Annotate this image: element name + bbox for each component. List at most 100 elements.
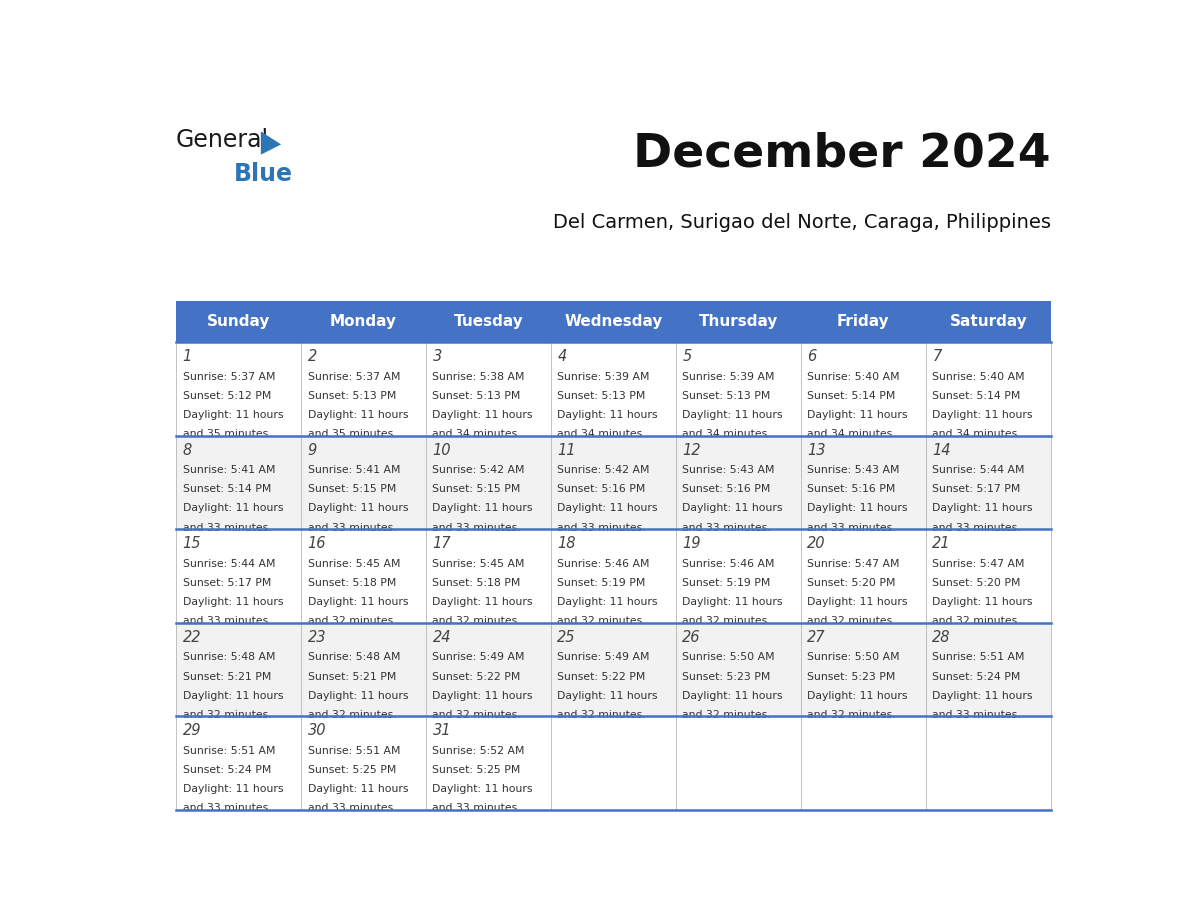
Text: and 32 minutes.: and 32 minutes. — [808, 616, 896, 626]
Text: and 33 minutes.: and 33 minutes. — [432, 803, 522, 813]
Text: and 34 minutes.: and 34 minutes. — [557, 429, 646, 439]
Text: Daylight: 11 hours: Daylight: 11 hours — [808, 409, 908, 420]
Text: and 32 minutes.: and 32 minutes. — [308, 616, 396, 626]
Text: Daylight: 11 hours: Daylight: 11 hours — [557, 409, 658, 420]
Text: Sunrise: 5:52 AM: Sunrise: 5:52 AM — [432, 746, 525, 756]
Text: 14: 14 — [933, 442, 950, 458]
Text: Daylight: 11 hours: Daylight: 11 hours — [432, 409, 533, 420]
Text: Sunset: 5:18 PM: Sunset: 5:18 PM — [432, 578, 520, 588]
Text: Sunrise: 5:41 AM: Sunrise: 5:41 AM — [308, 465, 400, 476]
Text: and 33 minutes.: and 33 minutes. — [432, 522, 522, 532]
Text: and 33 minutes.: and 33 minutes. — [682, 522, 771, 532]
Text: 7: 7 — [933, 349, 942, 364]
Text: Daylight: 11 hours: Daylight: 11 hours — [933, 597, 1032, 607]
Text: Sunrise: 5:51 AM: Sunrise: 5:51 AM — [933, 653, 1025, 663]
Text: Sunset: 5:14 PM: Sunset: 5:14 PM — [808, 391, 896, 401]
Text: Sunrise: 5:44 AM: Sunrise: 5:44 AM — [183, 559, 276, 569]
Text: Daylight: 11 hours: Daylight: 11 hours — [183, 503, 283, 513]
Text: Sunset: 5:17 PM: Sunset: 5:17 PM — [183, 578, 271, 588]
Text: Daylight: 11 hours: Daylight: 11 hours — [933, 503, 1032, 513]
Text: December 2024: December 2024 — [633, 131, 1051, 176]
Text: Daylight: 11 hours: Daylight: 11 hours — [432, 597, 533, 607]
Text: Sunset: 5:16 PM: Sunset: 5:16 PM — [557, 485, 646, 495]
Text: Sunrise: 5:38 AM: Sunrise: 5:38 AM — [432, 372, 525, 382]
Text: 21: 21 — [933, 536, 950, 551]
Text: Daylight: 11 hours: Daylight: 11 hours — [682, 503, 783, 513]
Text: and 34 minutes.: and 34 minutes. — [808, 429, 896, 439]
Text: 5: 5 — [682, 349, 691, 364]
Text: Sunset: 5:14 PM: Sunset: 5:14 PM — [933, 391, 1020, 401]
Text: 13: 13 — [808, 442, 826, 458]
Text: General: General — [176, 128, 270, 151]
Text: and 33 minutes.: and 33 minutes. — [557, 522, 646, 532]
Text: and 34 minutes.: and 34 minutes. — [432, 429, 522, 439]
Text: Sunrise: 5:45 AM: Sunrise: 5:45 AM — [308, 559, 400, 569]
Text: Sunrise: 5:41 AM: Sunrise: 5:41 AM — [183, 465, 276, 476]
Text: 26: 26 — [682, 630, 701, 644]
Text: and 32 minutes.: and 32 minutes. — [557, 616, 646, 626]
Text: Sunrise: 5:42 AM: Sunrise: 5:42 AM — [557, 465, 650, 476]
Text: Sunset: 5:16 PM: Sunset: 5:16 PM — [682, 485, 771, 495]
Text: and 32 minutes.: and 32 minutes. — [308, 710, 396, 720]
Text: Sunrise: 5:37 AM: Sunrise: 5:37 AM — [183, 372, 276, 382]
Text: Sunrise: 5:51 AM: Sunrise: 5:51 AM — [308, 746, 400, 756]
Bar — [176, 622, 1051, 716]
Text: and 32 minutes.: and 32 minutes. — [432, 616, 522, 626]
Text: Daylight: 11 hours: Daylight: 11 hours — [557, 597, 658, 607]
Text: 2: 2 — [308, 349, 317, 364]
Text: 23: 23 — [308, 630, 326, 644]
Text: Sunset: 5:14 PM: Sunset: 5:14 PM — [183, 485, 271, 495]
Text: 1: 1 — [183, 349, 191, 364]
Text: Sunrise: 5:47 AM: Sunrise: 5:47 AM — [808, 559, 899, 569]
Text: Daylight: 11 hours: Daylight: 11 hours — [808, 690, 908, 700]
Text: Saturday: Saturday — [949, 314, 1028, 329]
Text: and 34 minutes.: and 34 minutes. — [682, 429, 771, 439]
Text: Sunset: 5:24 PM: Sunset: 5:24 PM — [933, 672, 1020, 681]
Text: and 33 minutes.: and 33 minutes. — [308, 522, 396, 532]
Text: Daylight: 11 hours: Daylight: 11 hours — [682, 690, 783, 700]
Text: 6: 6 — [808, 349, 816, 364]
Text: 8: 8 — [183, 442, 191, 458]
Text: Sunrise: 5:39 AM: Sunrise: 5:39 AM — [557, 372, 650, 382]
Text: Sunrise: 5:48 AM: Sunrise: 5:48 AM — [183, 653, 276, 663]
Text: Sunrise: 5:46 AM: Sunrise: 5:46 AM — [557, 559, 650, 569]
Text: Daylight: 11 hours: Daylight: 11 hours — [183, 597, 283, 607]
Text: Sunset: 5:13 PM: Sunset: 5:13 PM — [432, 391, 520, 401]
Text: and 33 minutes.: and 33 minutes. — [308, 803, 396, 813]
Text: Daylight: 11 hours: Daylight: 11 hours — [183, 690, 283, 700]
Text: 10: 10 — [432, 442, 451, 458]
Text: Sunset: 5:13 PM: Sunset: 5:13 PM — [682, 391, 771, 401]
Text: Thursday: Thursday — [699, 314, 778, 329]
Text: Friday: Friday — [838, 314, 890, 329]
Text: Sunset: 5:20 PM: Sunset: 5:20 PM — [933, 578, 1020, 588]
Text: Sunset: 5:19 PM: Sunset: 5:19 PM — [557, 578, 646, 588]
Text: Sunset: 5:20 PM: Sunset: 5:20 PM — [808, 578, 896, 588]
Text: 31: 31 — [432, 723, 451, 738]
Text: Sunrise: 5:45 AM: Sunrise: 5:45 AM — [432, 559, 525, 569]
Text: Daylight: 11 hours: Daylight: 11 hours — [808, 597, 908, 607]
Text: and 32 minutes.: and 32 minutes. — [682, 616, 771, 626]
Text: and 35 minutes.: and 35 minutes. — [183, 429, 271, 439]
Text: Sunrise: 5:49 AM: Sunrise: 5:49 AM — [557, 653, 650, 663]
Text: Sunset: 5:15 PM: Sunset: 5:15 PM — [308, 485, 396, 495]
Text: and 35 minutes.: and 35 minutes. — [308, 429, 396, 439]
Text: Sunset: 5:13 PM: Sunset: 5:13 PM — [308, 391, 396, 401]
Text: and 32 minutes.: and 32 minutes. — [183, 710, 271, 720]
Text: Daylight: 11 hours: Daylight: 11 hours — [308, 409, 407, 420]
Text: and 32 minutes.: and 32 minutes. — [432, 710, 522, 720]
Text: 9: 9 — [308, 442, 317, 458]
Text: Sunset: 5:19 PM: Sunset: 5:19 PM — [682, 578, 771, 588]
Text: Del Carmen, Surigao del Norte, Caraga, Philippines: Del Carmen, Surigao del Norte, Caraga, P… — [552, 213, 1051, 231]
Text: Sunrise: 5:40 AM: Sunrise: 5:40 AM — [808, 372, 901, 382]
Text: Tuesday: Tuesday — [454, 314, 524, 329]
Text: Blue: Blue — [234, 162, 293, 185]
Text: Sunrise: 5:42 AM: Sunrise: 5:42 AM — [432, 465, 525, 476]
Text: Sunset: 5:16 PM: Sunset: 5:16 PM — [808, 485, 896, 495]
Text: 12: 12 — [682, 442, 701, 458]
Text: Daylight: 11 hours: Daylight: 11 hours — [682, 597, 783, 607]
Text: and 32 minutes.: and 32 minutes. — [682, 710, 771, 720]
Text: 22: 22 — [183, 630, 201, 644]
Text: 11: 11 — [557, 442, 576, 458]
Text: and 32 minutes.: and 32 minutes. — [557, 710, 646, 720]
Text: 29: 29 — [183, 723, 201, 738]
